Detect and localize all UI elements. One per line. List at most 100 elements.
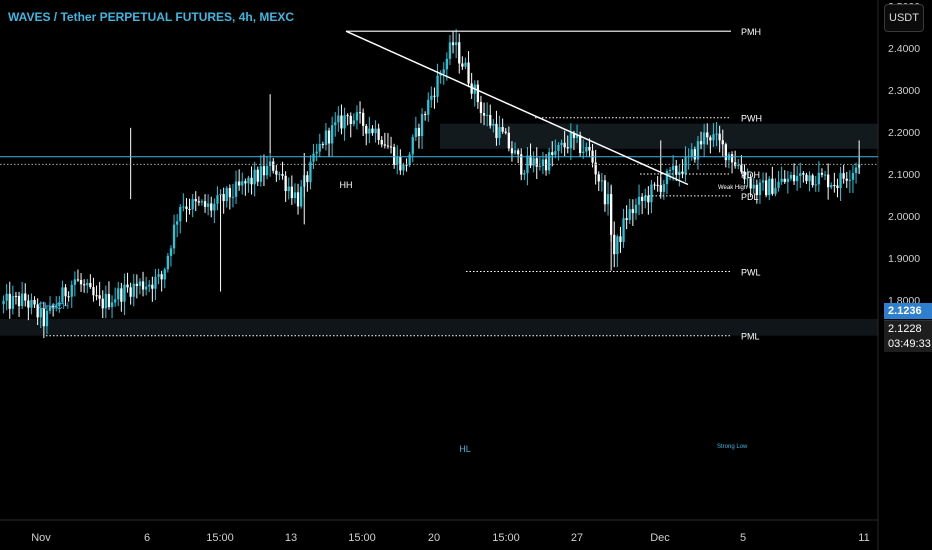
level-label-pdh: PDH xyxy=(741,170,760,180)
x-tick-label: 15:00 xyxy=(348,532,376,544)
candle-body xyxy=(157,274,160,277)
candle-body xyxy=(706,132,709,138)
candle-body xyxy=(306,175,309,183)
level-label-pmh: PMH xyxy=(741,27,761,37)
candle-body xyxy=(275,170,278,175)
candle-body xyxy=(489,114,492,126)
candle-body xyxy=(699,141,703,145)
currency-button[interactable]: USDT xyxy=(884,4,924,32)
candle-body xyxy=(293,192,297,199)
candle-body xyxy=(566,147,569,149)
candle-body xyxy=(681,171,684,174)
candle-body xyxy=(79,280,83,285)
candle-body xyxy=(448,42,452,59)
candle-body xyxy=(318,143,321,152)
candle-body xyxy=(715,133,718,135)
candle-body xyxy=(312,153,315,162)
candle-body xyxy=(780,178,783,182)
candle-body xyxy=(138,281,142,286)
candle-body xyxy=(327,130,331,144)
candle-body xyxy=(579,135,582,154)
candle-body xyxy=(154,276,157,289)
candle-body xyxy=(792,174,796,182)
candle-body xyxy=(380,139,383,145)
annotation-hl: HL xyxy=(459,444,471,454)
candle-body xyxy=(597,174,600,182)
candle-body xyxy=(256,169,259,182)
candle-body xyxy=(132,283,135,297)
candle-body xyxy=(467,62,470,84)
candle-body xyxy=(117,288,120,300)
candle-body xyxy=(296,192,300,207)
candle-body xyxy=(135,283,138,286)
candle-body xyxy=(758,182,762,196)
candle-body xyxy=(355,112,359,121)
candle-body xyxy=(228,188,231,198)
candle-body xyxy=(786,178,789,182)
candle-body xyxy=(619,236,622,243)
candle-body xyxy=(163,269,166,280)
level-label-pwh: PWH xyxy=(741,114,762,124)
annotation-choch: CHoCH xyxy=(38,301,69,311)
candle-body xyxy=(110,302,114,307)
candle-body xyxy=(495,123,498,139)
candle-body xyxy=(14,295,18,297)
x-tick-label: 11 xyxy=(858,532,869,544)
candle-body xyxy=(517,150,520,155)
candle-body xyxy=(823,174,827,176)
candle-body xyxy=(272,161,275,171)
candle-body xyxy=(203,201,207,207)
candle-body xyxy=(585,146,588,152)
candle-body xyxy=(532,158,535,166)
candle-body xyxy=(678,171,681,175)
candle-body xyxy=(368,128,371,134)
candle-body xyxy=(644,195,647,201)
candle-body xyxy=(523,173,526,175)
candle-body xyxy=(98,295,101,299)
candle-body xyxy=(455,42,458,46)
candle-body xyxy=(383,144,386,146)
candle-body xyxy=(696,141,700,160)
candle-body xyxy=(160,274,163,280)
candle-body xyxy=(389,146,393,148)
candle-body xyxy=(668,169,672,172)
candle-body xyxy=(396,156,399,165)
candle-body xyxy=(442,69,445,74)
candle-body xyxy=(479,102,483,114)
candle-body xyxy=(253,169,256,185)
candle-body xyxy=(526,155,529,174)
candle-body xyxy=(358,112,362,114)
x-tick-label: 27 xyxy=(571,532,583,544)
candle-body xyxy=(504,131,507,133)
candle-body xyxy=(557,145,560,152)
candle-body xyxy=(839,173,842,189)
candle-body xyxy=(746,178,749,180)
candle-body xyxy=(101,298,104,309)
candle-body xyxy=(848,179,851,181)
candle-body xyxy=(241,181,244,186)
candle-body xyxy=(765,180,768,196)
candle-body xyxy=(575,135,579,138)
candle-body xyxy=(529,155,532,166)
candle-body xyxy=(349,115,352,125)
candle-body xyxy=(436,75,439,97)
candle-body xyxy=(207,203,210,207)
y-tick-label: 2.2000 xyxy=(888,127,920,139)
candle-body xyxy=(808,175,811,182)
candle-body xyxy=(321,143,324,145)
x-tick-label: 15:00 xyxy=(206,532,234,544)
candle-body xyxy=(603,180,607,205)
candle-body xyxy=(21,293,24,307)
candle-body xyxy=(520,154,523,175)
candle-body xyxy=(451,42,455,46)
candle-body xyxy=(238,181,241,186)
candle-body xyxy=(70,284,73,297)
chart-title: WAVES / Tether PERPETUAL FUTURES, 4h, ME… xyxy=(8,10,295,24)
candle-body xyxy=(653,184,656,186)
candle-body xyxy=(507,132,510,149)
candle-body xyxy=(169,248,173,256)
candle-body xyxy=(36,304,39,318)
candle-body xyxy=(817,172,820,185)
candle-body xyxy=(52,306,55,308)
